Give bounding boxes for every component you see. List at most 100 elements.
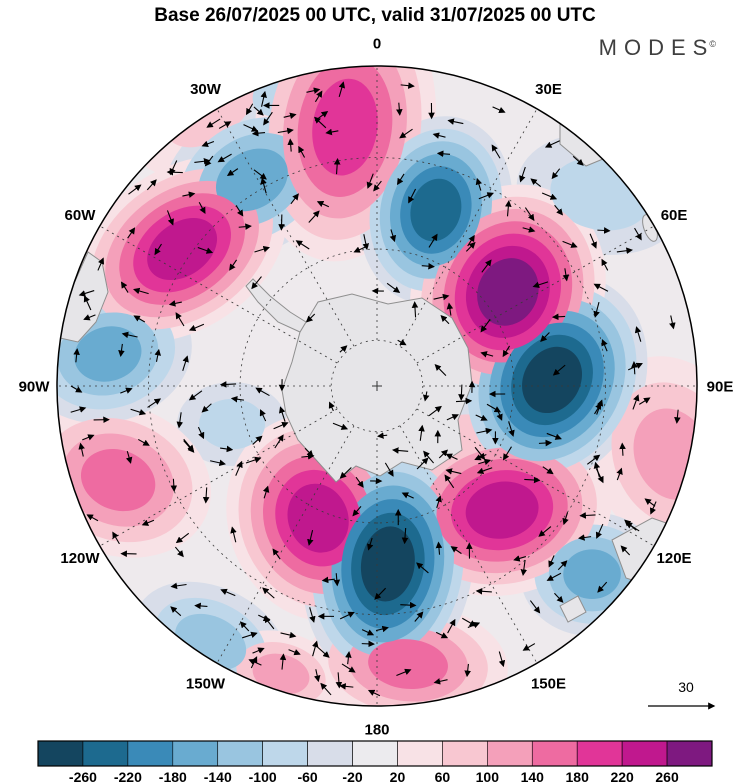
colorbar-tick-label: 100 (476, 769, 500, 783)
wind-arrow (183, 438, 195, 452)
wind-arrow (78, 442, 85, 457)
wind-arrow (562, 512, 569, 526)
wind-arrow (505, 200, 512, 217)
wind-arrow (308, 210, 320, 223)
longitude-label: 0 (373, 35, 381, 52)
wind-arrow (272, 548, 281, 560)
wind-arrow (445, 453, 458, 460)
wind-arrow (217, 153, 232, 163)
wind-arrow (572, 155, 584, 166)
wind-arrow (339, 683, 354, 690)
reference-arrow: 30 (648, 679, 716, 710)
wind-arrow (367, 689, 381, 697)
wind-arrow (154, 243, 162, 256)
wind-arrow (262, 587, 275, 599)
wind-arrow (408, 188, 417, 204)
wind-arrow (355, 476, 364, 488)
wind-arrow (312, 640, 319, 657)
colorbar-tick-label: -60 (297, 769, 317, 783)
wind-arrow (339, 611, 355, 620)
wind-arrow (254, 246, 270, 253)
wind-arrow (147, 398, 162, 408)
wind-arrow (458, 384, 465, 401)
wind-arrow (182, 355, 189, 371)
wind-arrow (593, 302, 600, 318)
colorbar-cell (352, 740, 398, 767)
longitude-label: 120E (657, 550, 692, 567)
wind-arrow (478, 458, 492, 466)
wind-arrow (238, 223, 252, 230)
longitude-label: 150E (531, 675, 566, 692)
wind-arrow (314, 90, 323, 103)
wind-arrow (125, 450, 133, 464)
wind-arrow (118, 343, 125, 358)
wind-arrow (137, 438, 150, 446)
wind-arrow (273, 421, 289, 430)
antarctic-peninsula-coast (245, 278, 307, 333)
contour-fill (80, 449, 156, 512)
wind-arrow (464, 663, 471, 678)
wind-arrow (210, 459, 226, 467)
wind-arrow (188, 390, 203, 401)
wind-arrow (279, 653, 287, 670)
contour-fill (410, 178, 462, 242)
wind-arrow (316, 201, 330, 208)
wind-arrow (551, 313, 566, 321)
meridian-line (99, 225, 338, 364)
wind-arrows (70, 81, 681, 697)
wind-arrow (174, 546, 184, 558)
wind-arrow (519, 166, 526, 183)
wind-arrow (428, 233, 438, 248)
wind-arrow (508, 421, 515, 437)
wind-arrow (423, 450, 435, 464)
wind-arrow (245, 103, 254, 116)
wind-arrow (422, 391, 430, 402)
wind-arrow (399, 128, 413, 139)
wind-arrow (391, 447, 409, 454)
wind-arrow (434, 364, 447, 377)
wind-arrow (397, 339, 407, 346)
wind-arrow (476, 427, 493, 435)
meridian-line (416, 225, 655, 364)
wind-arrow (396, 102, 403, 116)
wind-arrow (374, 587, 387, 600)
wind-arrow (262, 485, 270, 499)
wind-arrow (82, 434, 95, 441)
wind-arrow (475, 177, 483, 191)
wind-arrow (333, 157, 341, 175)
longitude-label: 60W (65, 207, 97, 224)
wind-arrow (481, 259, 492, 273)
colorbar-cell (666, 740, 713, 767)
wind-arrow (206, 118, 221, 128)
wind-arrow (176, 412, 184, 429)
wind-arrow (309, 607, 316, 623)
wind-arrow (197, 246, 214, 254)
wind-arrow (513, 555, 527, 562)
wind-arrow (78, 290, 95, 297)
meridian-line (399, 425, 538, 664)
pole-marker (372, 381, 382, 391)
wind-arrow (631, 361, 638, 375)
reference-arrow-label: 30 (678, 679, 694, 695)
latitude-circle (148, 157, 606, 615)
contour-fill (522, 346, 583, 414)
wind-arrow (251, 129, 266, 137)
contour-fill (199, 398, 266, 450)
wind-arrow (502, 446, 512, 461)
wind-arrow (601, 339, 608, 352)
wind-arrow (325, 128, 339, 136)
wind-arrow (263, 111, 273, 126)
wind-arrow (396, 668, 412, 677)
meridian-line (416, 408, 655, 547)
wind-arrow (314, 116, 327, 129)
wind-arrow (669, 315, 676, 330)
longitude-labels: 0 30E 60E 90E 120E 150E 180 150W 120W 90W 60W 30W (19, 35, 734, 738)
wind-arrow (253, 169, 267, 180)
wind-arrow (557, 560, 568, 571)
contour-fill (215, 148, 288, 212)
wind-arrow (421, 262, 435, 270)
wind-arrow (169, 160, 178, 176)
modes-logo: MODES© (599, 35, 716, 61)
colorbar-tick-label: 260 (655, 769, 679, 783)
wind-arrow (475, 588, 492, 595)
